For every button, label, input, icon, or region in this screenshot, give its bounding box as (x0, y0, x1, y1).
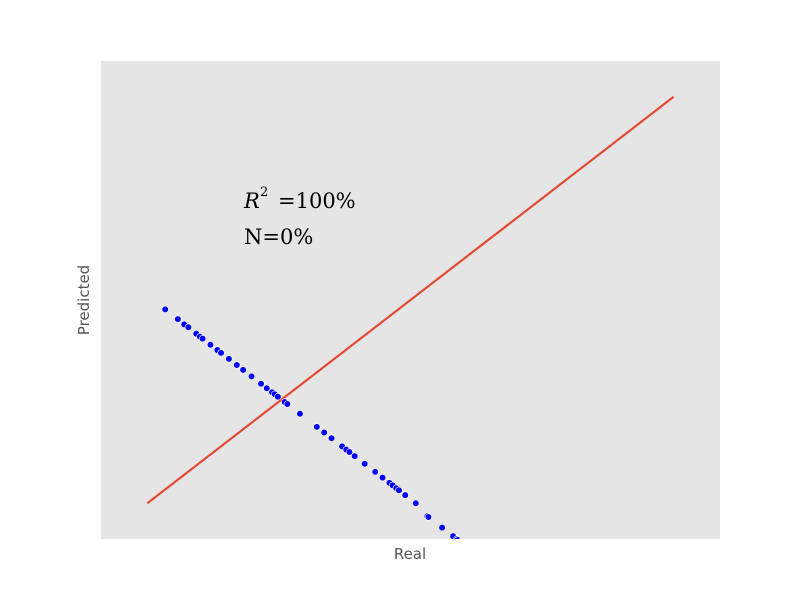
data-point (395, 486, 403, 494)
data-point (412, 499, 420, 507)
data-point (296, 410, 304, 418)
data-point (361, 460, 369, 468)
data-point (379, 474, 387, 482)
data-point (174, 315, 182, 323)
data-point (184, 323, 192, 331)
data-point (263, 384, 271, 392)
data-point (283, 400, 291, 408)
data-point (206, 341, 215, 349)
data-point (327, 434, 336, 442)
data-point (424, 513, 432, 521)
data-point (239, 366, 247, 374)
data-point (454, 536, 462, 539)
data-point (345, 448, 354, 456)
r2-label: R (243, 189, 260, 213)
data-point (257, 380, 265, 388)
data-point (217, 349, 225, 357)
r2-value: =100% (278, 189, 356, 213)
data-point (313, 423, 321, 431)
data-point (371, 468, 379, 476)
data-point (161, 305, 169, 313)
r2-base: R (243, 189, 260, 213)
data-point (438, 524, 446, 532)
n-label: N=0% (244, 225, 313, 249)
data-point (401, 491, 409, 499)
data-point (351, 452, 359, 460)
y-axis-label: Predicted (75, 265, 93, 335)
data-point (198, 335, 207, 343)
data-point (225, 355, 233, 363)
data-point (458, 538, 463, 539)
r2-exponent: 2 (260, 185, 268, 200)
x-axis-label: Real (394, 545, 426, 563)
data-point (274, 393, 282, 401)
data-point (247, 372, 256, 381)
data-point (233, 361, 241, 369)
reference-line (146, 95, 675, 505)
data-point (320, 428, 328, 437)
